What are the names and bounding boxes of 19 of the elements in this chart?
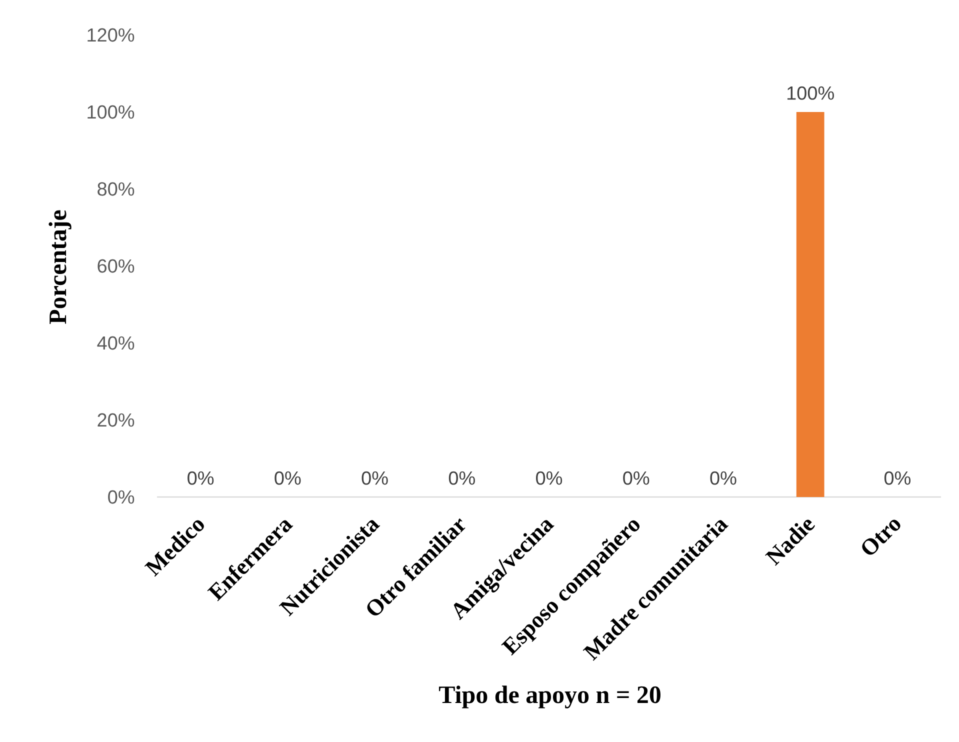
data-label: 0% [623,471,650,485]
x-tick-label: Otro [862,520,900,555]
data-label: 100% [787,86,834,100]
y-tick-label: 120% [88,28,134,42]
y-tick-label: 100% [88,105,134,119]
x-axis-title: Tipo de apoyo n = 20 [438,686,660,708]
y-tick-label: 60% [98,259,134,273]
y-tick-label: 20% [98,413,134,427]
data-label: 0% [536,471,562,485]
y-tick-label: 40% [97,336,134,350]
y-tick-label: 80% [98,182,134,196]
y-tick-label: 0% [108,490,134,504]
data-label: 0% [710,471,736,485]
data-label: 0% [884,471,910,485]
data-label: 0% [448,471,475,485]
data-label: 0% [188,471,214,485]
data-label: 0% [362,471,388,485]
y-axis-title: Porcentaje [48,210,72,324]
data-label: 0% [274,471,301,485]
